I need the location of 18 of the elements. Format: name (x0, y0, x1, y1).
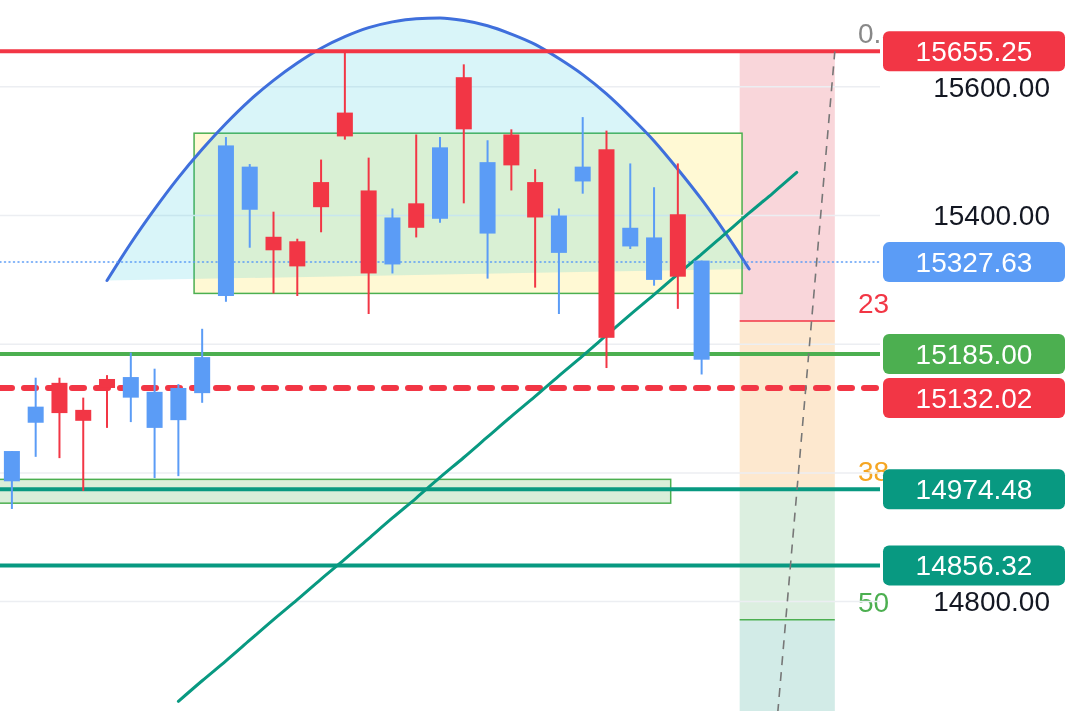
candlestick (622, 162, 639, 251)
ref-line-label: 15132.02 (915, 382, 1033, 414)
band-label: 50 (858, 586, 890, 618)
candlestick (75, 396, 92, 492)
ref-line-label: 14974.48 (915, 474, 1033, 506)
ref-line-label: 15327.63 (915, 246, 1033, 278)
candlestick (574, 116, 591, 195)
candlestick (27, 376, 44, 458)
candlestick (122, 351, 139, 424)
ref-line-label: 15655.25 (915, 36, 1033, 68)
y-tick-label: 15400.00 (933, 200, 1050, 232)
ref-line-label: 15185.00 (915, 338, 1033, 370)
ref-line-label: 14856.32 (915, 550, 1033, 582)
candlestick (265, 210, 282, 295)
band-label: 23 (858, 288, 890, 320)
y-tick-label: 15600.00 (933, 71, 1050, 103)
band-label: 0. (858, 18, 882, 50)
y-tick-label: 14800.00 (933, 586, 1050, 618)
